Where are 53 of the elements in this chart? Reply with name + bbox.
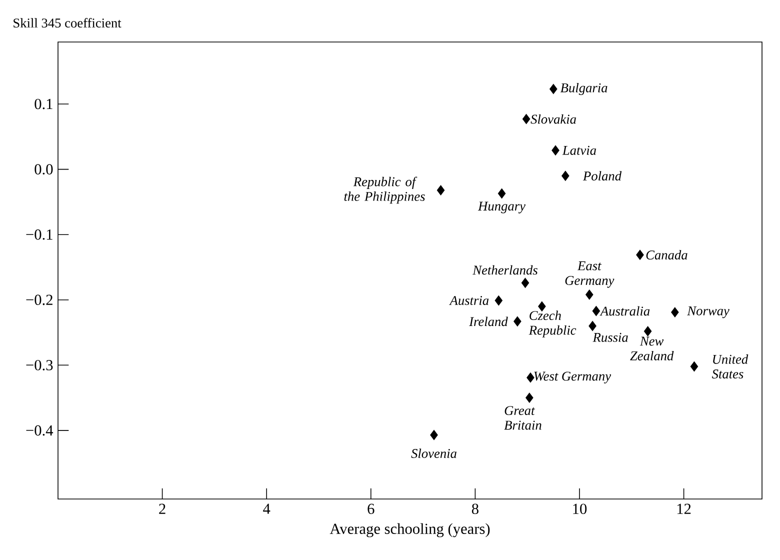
point — [522, 114, 530, 124]
point — [436, 185, 445, 196]
point — [636, 250, 644, 260]
annotation: Republic of the Philippines — [344, 176, 425, 204]
annotation: Slovakia — [530, 114, 576, 124]
point — [498, 188, 506, 199]
annotation: New Zealand — [630, 336, 674, 360]
y-tick-label: 0.0 — [34, 164, 53, 175]
y-tick-label: −0.1 — [26, 229, 52, 240]
y-tick-label: −0.3 — [26, 360, 53, 370]
annotation: Latvia — [562, 146, 596, 155]
point — [690, 361, 698, 372]
annotation: East Germany — [565, 261, 614, 288]
annotation: Great Britain — [504, 406, 542, 430]
point — [550, 84, 558, 94]
y-tick-label: 0.1 — [34, 98, 52, 110]
point — [644, 326, 652, 336]
annotation: Hungary — [478, 202, 526, 214]
annotation: Russia — [592, 332, 628, 342]
point — [588, 320, 596, 332]
annotation: United States — [712, 354, 748, 379]
point — [526, 372, 534, 383]
x-tick-label: 12 — [677, 504, 691, 514]
x-tick-label: 8 — [472, 504, 478, 514]
annotation: Canada — [646, 250, 688, 260]
x-tick-label: 4 — [263, 504, 270, 514]
point — [494, 295, 503, 306]
point — [671, 307, 679, 318]
annotation: Poland — [582, 171, 622, 181]
point — [521, 278, 530, 288]
annotation: Ireland — [469, 316, 508, 326]
x-tick-label: 10 — [573, 504, 587, 514]
annotation: Australia — [600, 306, 650, 316]
annotation: Austria — [449, 296, 489, 306]
point — [586, 290, 594, 300]
annotation: Norway — [687, 306, 730, 318]
point — [562, 170, 570, 181]
x-tick-label: 6 — [368, 504, 374, 514]
point — [430, 430, 438, 440]
annotation: Netherlands — [472, 265, 538, 275]
annotation: Czech Republic — [528, 310, 576, 338]
point — [538, 301, 546, 312]
annotation: Bulgaria — [560, 82, 608, 96]
point — [514, 316, 522, 326]
y-tick-label: −0.2 — [26, 294, 52, 306]
x-tick-label: 2 — [159, 504, 166, 514]
x-axis-title: Average schooling (years) — [330, 523, 490, 538]
annotation: Slovenia — [411, 448, 456, 458]
y-tick-label: −0.4 — [26, 425, 54, 436]
annotation: West Germany — [534, 372, 612, 384]
y-axis-title: Skill 345 coefficient — [14, 18, 122, 28]
point — [526, 392, 534, 403]
point — [552, 145, 560, 156]
